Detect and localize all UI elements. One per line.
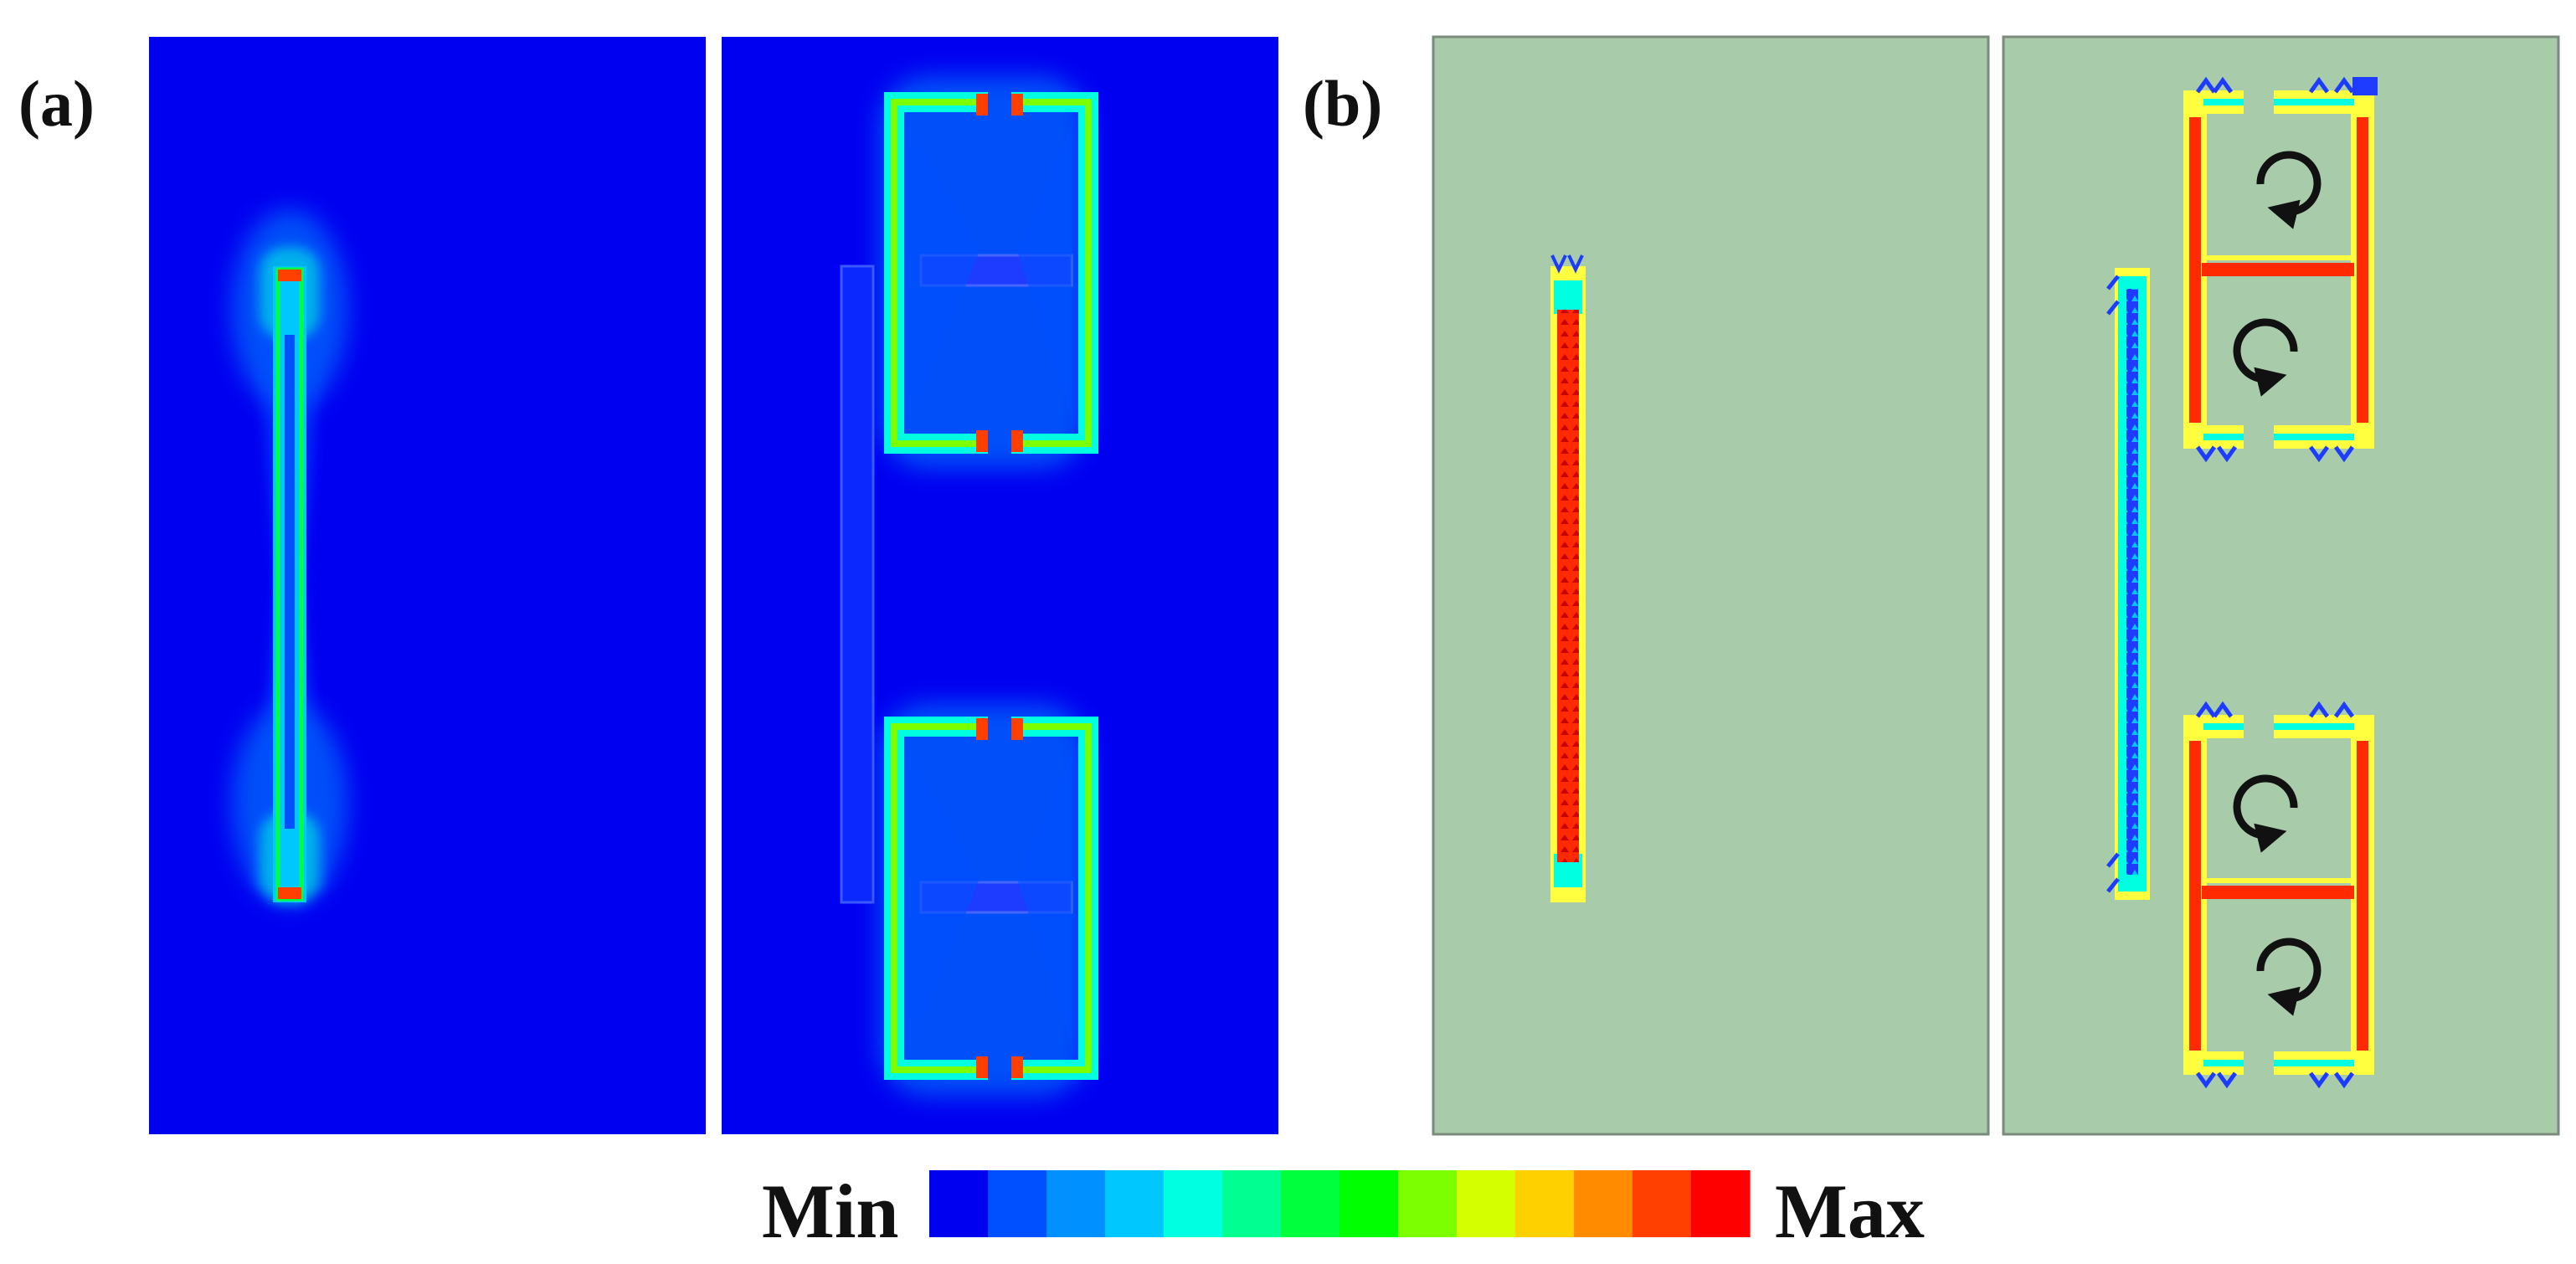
- current-panel-dipole: [1432, 35, 1990, 1136]
- resonator-lower-current: [2183, 701, 2374, 1089]
- field-panel-resonators: [722, 37, 1278, 1134]
- colorbar-cell: [1398, 1170, 1458, 1237]
- colorbar-cell: [1632, 1170, 1692, 1237]
- colorbar-cell: [1222, 1170, 1282, 1237]
- current-panel-resonators: [2002, 35, 2560, 1136]
- colorbar-cell: [1574, 1170, 1633, 1237]
- colorbar-min-label: Min: [762, 1169, 899, 1254]
- colorbar-cell: [1339, 1170, 1399, 1237]
- resonator-lower-field: [884, 717, 1098, 1080]
- colorbar-cell: [929, 1170, 989, 1237]
- circulation-arrow-icon: [2233, 151, 2321, 1016]
- dipole-current-strip: [1550, 254, 1586, 902]
- colorbar-max-label: Max: [1775, 1169, 1925, 1254]
- colorbar-cell: [1046, 1170, 1106, 1237]
- panel-label-a: (a): [18, 67, 95, 140]
- dipole-strip-faint: [840, 265, 875, 904]
- panel-label-b: (b): [1303, 67, 1382, 140]
- colorbar-cell: [1457, 1170, 1516, 1237]
- field-panel-dipole: [149, 37, 706, 1134]
- colorbar-cell: [1691, 1170, 1751, 1237]
- colorbar-cell: [1281, 1170, 1340, 1237]
- dipole-strip: [273, 266, 306, 902]
- colorbar-cell: [1164, 1170, 1223, 1237]
- colorbar-cell: [988, 1170, 1047, 1237]
- colorbar-cells: [929, 1170, 1751, 1237]
- resonator-upper-current: [2183, 76, 2378, 463]
- colorbar: Min Max: [762, 1169, 1925, 1254]
- resonator-upper-field: [884, 92, 1098, 454]
- colorbar-cell: [1105, 1170, 1165, 1237]
- colorbar-cell: [1515, 1170, 1575, 1237]
- dipole-current-strip-coupled: [2106, 268, 2150, 900]
